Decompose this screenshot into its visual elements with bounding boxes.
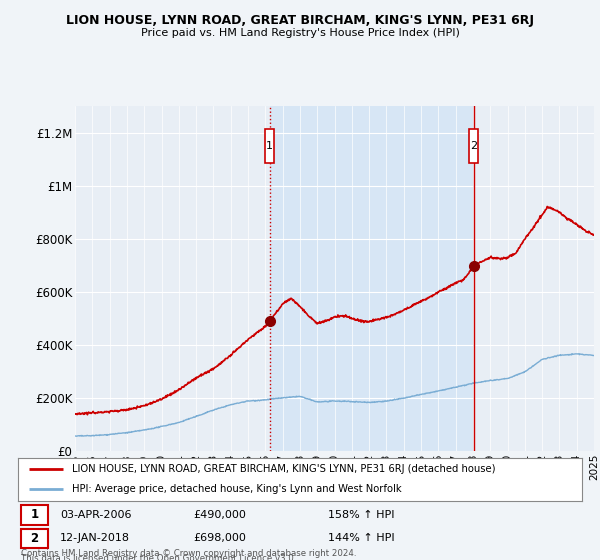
Text: Contains HM Land Registry data © Crown copyright and database right 2024.: Contains HM Land Registry data © Crown c… [21,549,356,558]
Text: 144% ↑ HPI: 144% ↑ HPI [328,533,395,543]
Text: This data is licensed under the Open Government Licence v3.0.: This data is licensed under the Open Gov… [21,554,296,560]
Text: Price paid vs. HM Land Registry's House Price Index (HPI): Price paid vs. HM Land Registry's House … [140,28,460,38]
Text: 12-JAN-2018: 12-JAN-2018 [60,533,130,543]
FancyBboxPatch shape [21,505,48,525]
Bar [269,106,474,451]
Text: £490,000: £490,000 [193,510,246,520]
Text: 2: 2 [30,531,38,545]
FancyBboxPatch shape [265,129,274,164]
Text: LION HOUSE, LYNN ROAD, GREAT BIRCHAM, KING'S LYNN, PE31 6RJ (detached house): LION HOUSE, LYNN ROAD, GREAT BIRCHAM, KI… [71,464,495,474]
Text: £698,000: £698,000 [193,533,246,543]
Text: 158% ↑ HPI: 158% ↑ HPI [328,510,395,520]
Text: 1: 1 [266,141,273,151]
Text: LION HOUSE, LYNN ROAD, GREAT BIRCHAM, KING'S LYNN, PE31 6RJ: LION HOUSE, LYNN ROAD, GREAT BIRCHAM, KI… [66,14,534,27]
Text: 1: 1 [30,508,38,521]
Text: 03-APR-2006: 03-APR-2006 [60,510,132,520]
Text: HPI: Average price, detached house, King's Lynn and West Norfolk: HPI: Average price, detached house, King… [71,484,401,494]
FancyBboxPatch shape [21,529,48,548]
Text: 2: 2 [470,141,478,151]
FancyBboxPatch shape [469,129,478,164]
